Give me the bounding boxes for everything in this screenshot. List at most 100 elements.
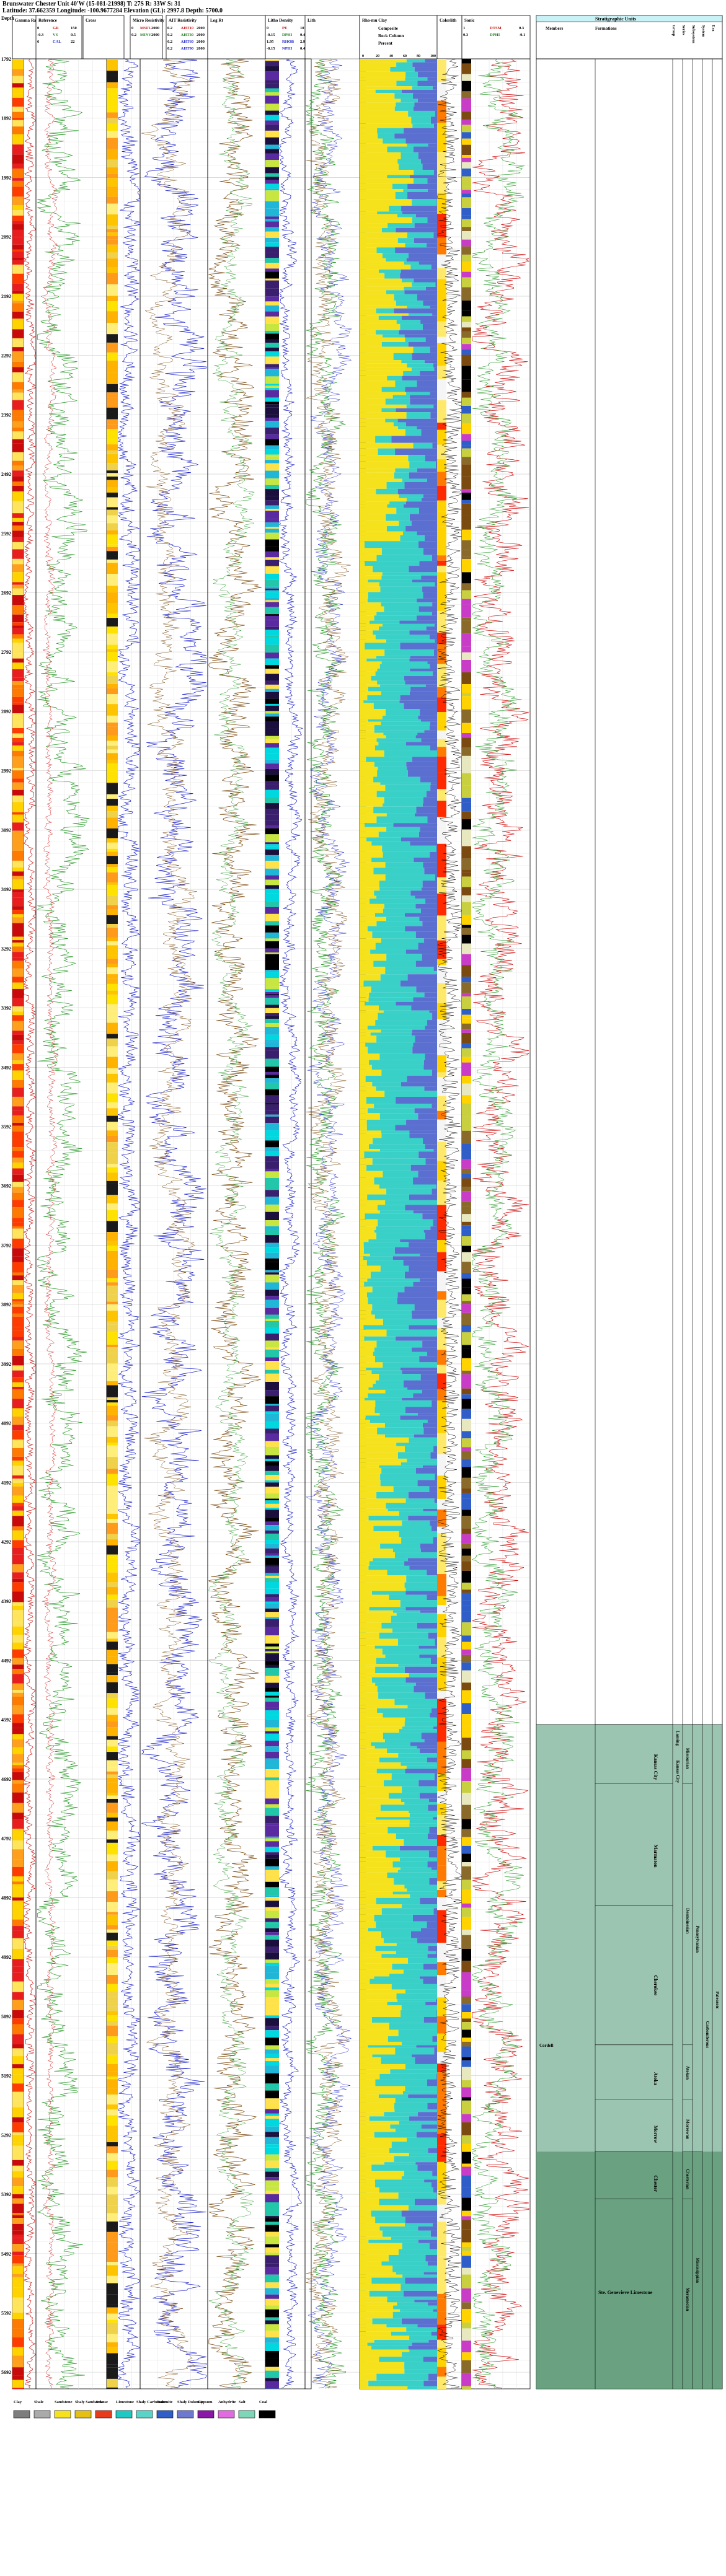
mineral-lime: [382, 623, 435, 627]
curve-name-lith-2: RHOB: [282, 40, 294, 44]
gamma-color-strip-band: [12, 382, 24, 390]
curve-min-sonic-1: 0.3: [463, 33, 469, 37]
colbar-strip-band: [462, 2060, 471, 2067]
logrt-color-strip-band: [265, 1627, 279, 1636]
cross-color-strip-band: [107, 178, 118, 187]
colbar-strip-band: [462, 144, 471, 156]
mineral-lime: [405, 1446, 434, 1453]
mineral-sand: [360, 606, 384, 612]
colbar-strip-2-band: [437, 1077, 446, 1082]
cross-color-strip-band: [107, 1347, 118, 1353]
cross-color-strip-band: [107, 1381, 118, 1386]
cross-color-strip-band: [107, 1259, 118, 1270]
cross-color-strip-band: [107, 71, 118, 76]
colbar-strip-band: [462, 2288, 471, 2303]
mineral-sand: [360, 170, 414, 175]
mineral-lime: [404, 1884, 437, 1889]
mineral-dolo: [416, 806, 437, 814]
cross-color-strip-band: [107, 652, 118, 662]
mineral-lime: [411, 367, 435, 371]
mineral-sand: [360, 750, 384, 757]
curve-min-resist-1: 0.2: [167, 33, 172, 37]
mineral-lime: [401, 1762, 437, 1766]
logrt-color-strip-band: [265, 76, 279, 81]
mineral-lime: [407, 232, 434, 239]
gamma-color-strip-band: [12, 342, 24, 348]
mineral-sand: [360, 175, 387, 178]
gamma-color-strip-band: [12, 1377, 24, 1383]
logrt-color-strip-band: [265, 149, 279, 154]
mineral-lime: [384, 797, 423, 804]
mineral-lime: [374, 913, 405, 917]
mineral-dolo: [423, 2380, 437, 2386]
cross-color-strip-band: [107, 2131, 118, 2142]
colbar-strip-2-band: [437, 59, 446, 82]
colbar-strip-band: [462, 489, 471, 493]
mineral-lime: [386, 525, 406, 532]
mineral-lime: [401, 1462, 437, 1466]
header-title-lith: Litho Density: [268, 18, 293, 23]
cross-color-strip-band: [107, 1034, 118, 1039]
cross-color-strip-band: [107, 1642, 118, 1650]
depth-tick-37: 5492: [1, 2251, 11, 2257]
logrt-color-strip-band: [265, 1455, 279, 1459]
gamma-color-strip-band: [12, 572, 24, 582]
mineral-sand: [360, 2094, 379, 2098]
mineral-dolo: [399, 620, 437, 624]
gamma-color-strip-band: [12, 756, 24, 765]
colbar-strip-2-band: [437, 1699, 446, 1721]
colbar-strip-2-band: [437, 1180, 446, 1189]
gamma-color-strip-band: [12, 625, 24, 628]
gamma-color-strip-band: [12, 1530, 24, 1541]
mineral-lime: [382, 715, 418, 719]
cross-color-strip-band: [107, 1771, 118, 1775]
mineral-sand: [360, 2226, 380, 2231]
colbar-strip-2-band: [437, 610, 446, 633]
mineral-sand: [360, 1615, 391, 1623]
logrt-color-strip-band: [265, 989, 279, 992]
gamma-color-strip-band: [12, 1011, 24, 1016]
mineral-dolo: [434, 1498, 437, 1503]
gamma-color-strip-band: [12, 410, 24, 416]
logrt-color-strip-band: [265, 1123, 279, 1131]
mineral-dolo: [427, 661, 437, 664]
colbar-strip-band: [462, 2143, 471, 2152]
mineral-lime: [372, 2318, 402, 2324]
mineral-dolo: [435, 639, 437, 643]
logrt-color-strip-band: [265, 1777, 279, 1780]
strat-title: Stratigraphic Units: [595, 16, 636, 22]
header-box-gr: [35, 15, 82, 59]
mineral-sand: [360, 656, 376, 659]
gamma-color-strip-band: [12, 1906, 24, 1917]
logrt-color-strip-band: [265, 972, 279, 978]
gamma-color-strip-band: [12, 737, 24, 742]
mineral-lime: [412, 217, 428, 224]
mineral-dolo: [411, 1347, 437, 1352]
cross-color-strip-band: [107, 1068, 118, 1074]
gamma-color-strip-band: [12, 1301, 24, 1305]
colbar-strip-2-band: [437, 526, 446, 548]
mineral-dolo: [431, 1708, 437, 1713]
mineral-dolo: [428, 2148, 437, 2153]
mineral-lime: [376, 895, 415, 899]
gamma-color-strip-band: [12, 782, 24, 790]
logrt-color-strip-band: [265, 247, 279, 253]
logrt-color-strip-band: [265, 509, 279, 511]
logrt-color-strip-band: [265, 1013, 279, 1016]
mineral-lime: [406, 412, 431, 419]
logrt-color-strip-band: [265, 539, 279, 547]
cross-color-strip-band: [107, 186, 118, 197]
gamma-color-strip-band: [12, 1430, 24, 1440]
gamma-color-strip-band: [12, 1483, 24, 1487]
cross-color-strip-band: [107, 1353, 118, 1364]
cross-color-strip-band: [107, 1304, 118, 1311]
cross-color-strip-band: [107, 429, 118, 440]
mineral-dolo: [409, 1194, 437, 1200]
colbar-strip-band: [462, 111, 471, 120]
cross-color-strip-band: [107, 235, 118, 240]
logrt-color-strip-band: [265, 1608, 279, 1612]
legend-swatch-8: [177, 2410, 194, 2419]
gamma-color-strip-band: [12, 1125, 24, 1132]
logrt-color-strip-band: [265, 115, 279, 121]
mineral-sand: [360, 1826, 388, 1834]
